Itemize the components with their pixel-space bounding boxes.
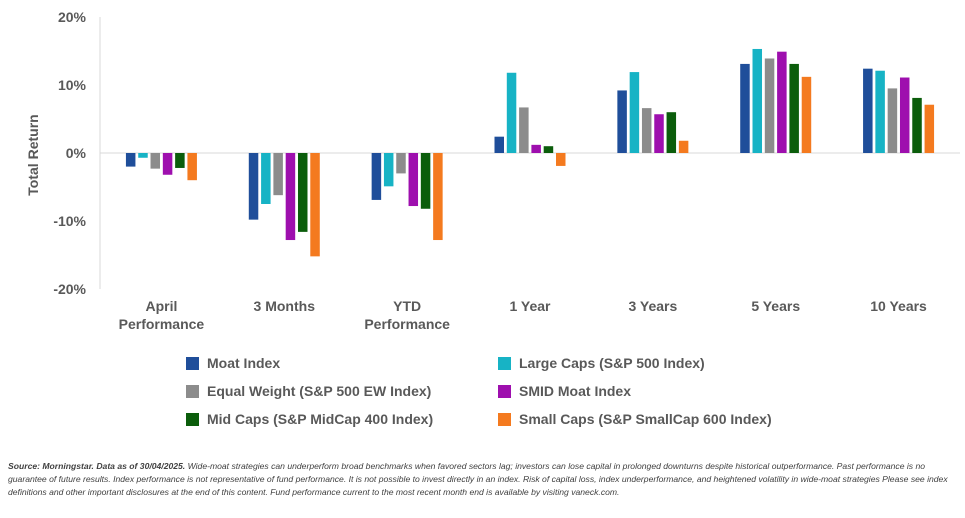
bar: [543, 146, 554, 153]
legend-label: Large Caps (S&P 500 Index): [519, 355, 705, 371]
bar: [863, 68, 873, 153]
bar: [285, 153, 296, 241]
bar: [740, 63, 750, 153]
bar: [556, 153, 566, 166]
bar: [273, 153, 283, 196]
bar: [150, 153, 161, 169]
bar: [912, 97, 922, 153]
bar: [396, 153, 406, 174]
legend-swatch: [186, 412, 199, 426]
y-tick-label: 10%: [58, 77, 87, 93]
y-tick-label: -20%: [53, 281, 86, 297]
legend-label: Mid Caps (S&P MidCap 400 Index): [207, 411, 434, 427]
x-category-label: 10 Years: [870, 298, 927, 314]
legend-label: Small Caps (S&P SmallCap 600 Index): [519, 411, 772, 427]
bar: [777, 51, 787, 153]
bar: [629, 72, 640, 153]
category-labels: April Performance 3 Months YTD Performance 1 …: [119, 298, 927, 332]
x-category-label: 3 Years: [628, 298, 677, 314]
bar: [125, 153, 136, 167]
bar: [506, 72, 517, 153]
legend-item: Small Caps (S&P SmallCap 600 Index): [498, 408, 806, 430]
x-category-label: April Performance: [119, 298, 205, 332]
bar: [420, 153, 431, 209]
bar: [383, 153, 394, 187]
bar: [248, 153, 259, 220]
y-tick-label: 0%: [66, 145, 87, 161]
legend-swatch: [186, 384, 199, 398]
bar: [433, 153, 443, 241]
bar: [875, 70, 885, 153]
bar: [887, 88, 898, 153]
legend-swatch: [186, 356, 199, 370]
legend: Moat Index Large Caps (S&P 500 Index) Equa…: [186, 352, 806, 430]
x-category-label: 1 Year: [509, 298, 551, 314]
bar: [162, 153, 173, 175]
source-footnote: Source: Morningstar. Data as of 30/04/20…: [8, 460, 956, 499]
legend-swatch: [498, 412, 511, 426]
bar: [641, 108, 652, 153]
legend-item: Moat Index: [186, 352, 498, 374]
bar: [666, 112, 677, 153]
bar: [175, 153, 185, 168]
y-tick-label: 20%: [58, 9, 87, 25]
legend-item: Large Caps (S&P 500 Index): [498, 352, 806, 374]
bar: [924, 104, 935, 153]
bar: [899, 77, 910, 153]
legend-swatch: [498, 384, 511, 398]
legend-label: SMID Moat Index: [519, 383, 632, 399]
bar-chart: 20% 10% 0% -10% -20% April Performance 3 Month…: [25, 9, 960, 332]
bar: [138, 153, 148, 158]
bar: [261, 153, 271, 204]
legend-item: SMID Moat Index: [498, 380, 806, 402]
bar: [617, 90, 627, 153]
bar: [310, 153, 320, 257]
x-category-label: 3 Months: [254, 298, 316, 314]
legend-label: Moat Index: [207, 355, 281, 371]
bar: [801, 76, 812, 153]
y-tick-label: -10%: [53, 213, 86, 229]
bar: [519, 107, 529, 153]
bar: [654, 114, 664, 153]
bar: [494, 136, 504, 153]
bar: [187, 153, 197, 181]
bar: [371, 153, 382, 200]
footnote-source: Source: Morningstar. Data as of 30/04/20…: [8, 461, 186, 471]
legend-label: Equal Weight (S&P 500 EW Index): [207, 383, 432, 399]
bar: [408, 153, 419, 207]
bars-group: [125, 48, 935, 257]
bar: [678, 140, 689, 153]
footnote-text: Wide-moat strategies can underperform br…: [8, 461, 948, 497]
x-category-label: YTD Performance: [364, 298, 450, 332]
y-axis-tick-labels: 20% 10% 0% -10% -20%: [53, 9, 86, 297]
legend-swatch: [498, 356, 511, 370]
bar: [531, 144, 541, 153]
bar: [764, 58, 775, 154]
bar: [297, 153, 308, 232]
y-axis-title: Total Return: [25, 114, 41, 195]
bar: [752, 48, 763, 153]
x-category-label: 5 Years: [751, 298, 800, 314]
legend-item: Equal Weight (S&P 500 EW Index): [186, 380, 498, 402]
bar: [789, 63, 799, 153]
legend-item: Mid Caps (S&P MidCap 400 Index): [186, 408, 498, 430]
